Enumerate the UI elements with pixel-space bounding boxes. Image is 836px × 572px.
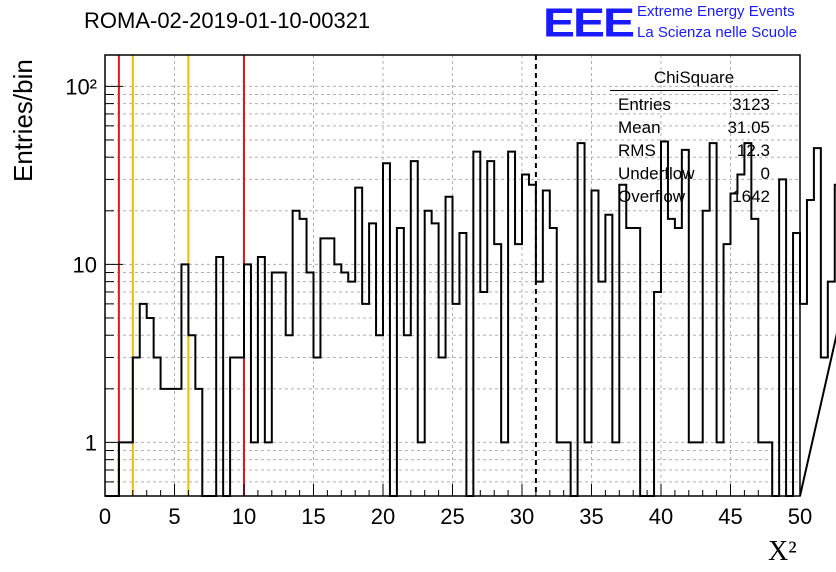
x-tick-label: 10	[232, 504, 256, 529]
x-tick-label: 40	[649, 504, 673, 529]
x-tick-label: 0	[99, 504, 111, 529]
eee-logo: EEE	[543, 0, 635, 46]
stats-row-underflow: Underflow 0	[610, 162, 778, 185]
stats-row-entries: Entries 3123	[610, 93, 778, 116]
stats-row-rms: RMS 12.3	[610, 139, 778, 162]
stats-value: 3123	[732, 95, 770, 114]
histogram-outline	[105, 140, 836, 497]
y-tick-label: 10	[73, 252, 97, 277]
x-tick-label: 25	[440, 504, 464, 529]
stats-label: Entries	[618, 95, 671, 114]
chart-title: ROMA-02-2019-01-10-00321	[84, 8, 371, 33]
y-tick-label: 1	[85, 430, 97, 455]
x-tick-label: 15	[301, 504, 325, 529]
x-axis-label: X²	[768, 536, 797, 567]
y-tick-label: 10²	[65, 74, 97, 99]
stats-title: ChiSquare	[610, 68, 778, 91]
stats-label: Overflow	[618, 187, 686, 206]
x-tick-label: 5	[168, 504, 180, 529]
x-tick-label: 30	[510, 504, 534, 529]
stats-value: 0	[760, 164, 770, 183]
stats-label: Underflow	[618, 164, 695, 183]
x-tick-label: 20	[371, 504, 395, 529]
x-tick-label: 45	[718, 504, 742, 529]
stats-box: ChiSquare Entries 3123 Mean 31.05 RMS 12…	[610, 68, 778, 208]
y-axis-ticks: 1 10 10²	[65, 74, 123, 497]
stats-row-mean: Mean 31.05	[610, 116, 778, 139]
org-name-line1: Extreme Energy Events	[637, 3, 795, 20]
x-tick-label: 35	[579, 504, 603, 529]
stats-value: 12.3	[736, 141, 770, 160]
stats-label: RMS	[618, 141, 656, 160]
stats-value: 1642	[732, 187, 770, 206]
x-tick-label: 50	[788, 504, 812, 529]
stats-label: Mean	[618, 118, 661, 137]
stats-row-overflow: Overflow 1642	[610, 185, 778, 208]
org-name-line2: La Scienza nelle Scuole	[637, 24, 798, 41]
x-axis-ticks: 0 5 10 15 20 25 30 35 40 45 50	[99, 484, 812, 529]
stats-value: 31.05	[727, 118, 770, 137]
